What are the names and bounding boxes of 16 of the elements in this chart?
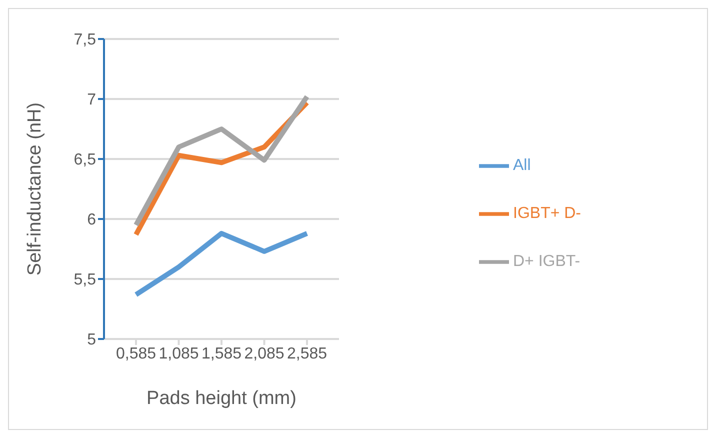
y-axis-title: Self-inductance (nH) xyxy=(24,102,46,276)
x-tick-label: 2,085 xyxy=(244,345,284,362)
y-tick-label: 6,5 xyxy=(74,152,96,169)
x-tick-label: 1,085 xyxy=(158,345,199,362)
y-tick-label: 7 xyxy=(87,92,96,109)
x-axis-title: Pads height (mm) xyxy=(146,388,296,409)
legend-label: IGBT+ D- xyxy=(513,205,582,222)
y-tick-label: 6 xyxy=(87,212,96,229)
legend-label: D+ IGBT- xyxy=(513,253,580,270)
x-tick-label: 1,585 xyxy=(201,345,242,362)
y-tick-label: 5 xyxy=(87,332,96,349)
y-tick-label: 7,5 xyxy=(74,32,96,49)
x-tick-label: 2,585 xyxy=(286,345,328,362)
y-tick-label: 5,5 xyxy=(74,272,96,289)
legend-label: All xyxy=(513,157,531,174)
x-tick-label: 0,585 xyxy=(116,345,156,362)
